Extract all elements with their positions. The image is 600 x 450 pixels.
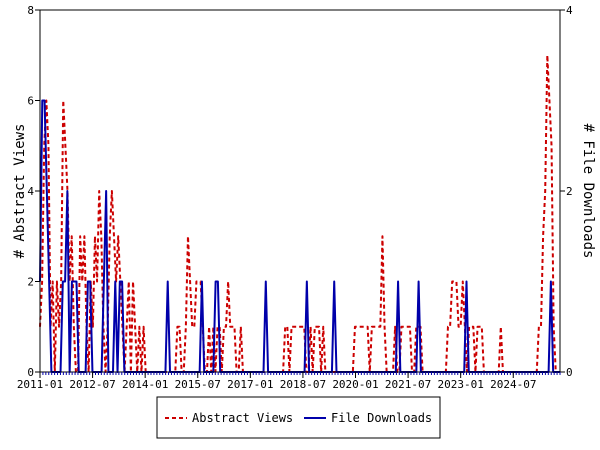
y-right-tick-label: 4	[566, 4, 573, 17]
y-right-axis-title: # File Downloads	[580, 124, 596, 259]
x-tick-label: 2020-01	[332, 378, 378, 391]
x-tick-label: 2024-07	[490, 378, 536, 391]
x-tick-label: 2014-01	[122, 378, 168, 391]
y-left-tick-label: 2	[27, 276, 34, 289]
x-tick-label: 2018-07	[280, 378, 326, 391]
series-layer	[39, 54, 560, 373]
x-tick-label: 2017-01	[227, 378, 273, 391]
series-line-abstract-views	[39, 54, 560, 373]
y-left-tick-label: 0	[27, 366, 34, 379]
y-right-tick-label: 2	[566, 185, 573, 198]
legend-box	[156, 396, 441, 439]
legend-label-abstract-views: Abstract Views	[192, 411, 293, 425]
x-tick-label: 2023-01	[437, 378, 483, 391]
legend-label-file-downloads: File Downloads	[331, 411, 432, 425]
x-tick-label: 2012-07	[69, 378, 115, 391]
x-tick-label: 2015-07	[175, 378, 221, 391]
x-tick-label: 2021-07	[385, 378, 431, 391]
y-left-tick-label: 4	[27, 185, 34, 198]
y-left-axis-title: # Abstract Views	[12, 124, 28, 259]
x-tick-label: 2011-01	[17, 378, 63, 391]
ticks-layer: 0 2 4 6 8 0 2 4 2011-01 2012-07 2014-01 2015-07 2017…	[17, 4, 573, 391]
y-left-tick-label: 8	[27, 4, 34, 17]
y-left-tick-label: 6	[27, 95, 34, 108]
legend: Abstract Views File Downloads	[156, 396, 441, 439]
y-right-tick-label: 0	[566, 366, 573, 379]
